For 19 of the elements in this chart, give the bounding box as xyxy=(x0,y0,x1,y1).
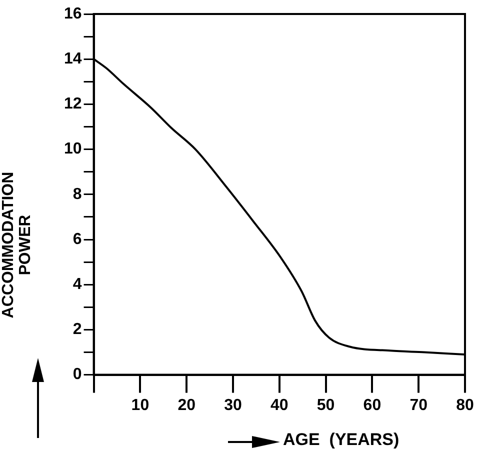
y-tick-label: 4 xyxy=(72,276,82,294)
y-tick-label: 8 xyxy=(72,186,82,203)
x-tick-label: 70 xyxy=(410,396,428,414)
x-tick-label: 80 xyxy=(456,396,474,414)
y-tick-label: 16 xyxy=(64,5,82,22)
x-tick-label: 60 xyxy=(363,396,382,414)
y-tick-label: 2 xyxy=(72,321,82,338)
y-tick-label: 14 xyxy=(64,50,82,68)
x-tick-label: 50 xyxy=(316,396,335,414)
y-tick-label: 12 xyxy=(64,96,82,113)
y-tick-label: 6 xyxy=(72,230,82,248)
y-axis-title: ACCOMMODATION POWER xyxy=(0,170,34,320)
y-tick-label: 0 xyxy=(72,366,82,384)
x-tick-label: 10 xyxy=(131,396,150,414)
x-tick-label: 20 xyxy=(178,396,196,414)
x-tick-label: 30 xyxy=(224,396,242,414)
x-axis-title: AGE (YEARS) xyxy=(283,430,400,450)
y-tick-label: 10 xyxy=(64,140,82,158)
x-tick-label: 40 xyxy=(270,396,288,414)
